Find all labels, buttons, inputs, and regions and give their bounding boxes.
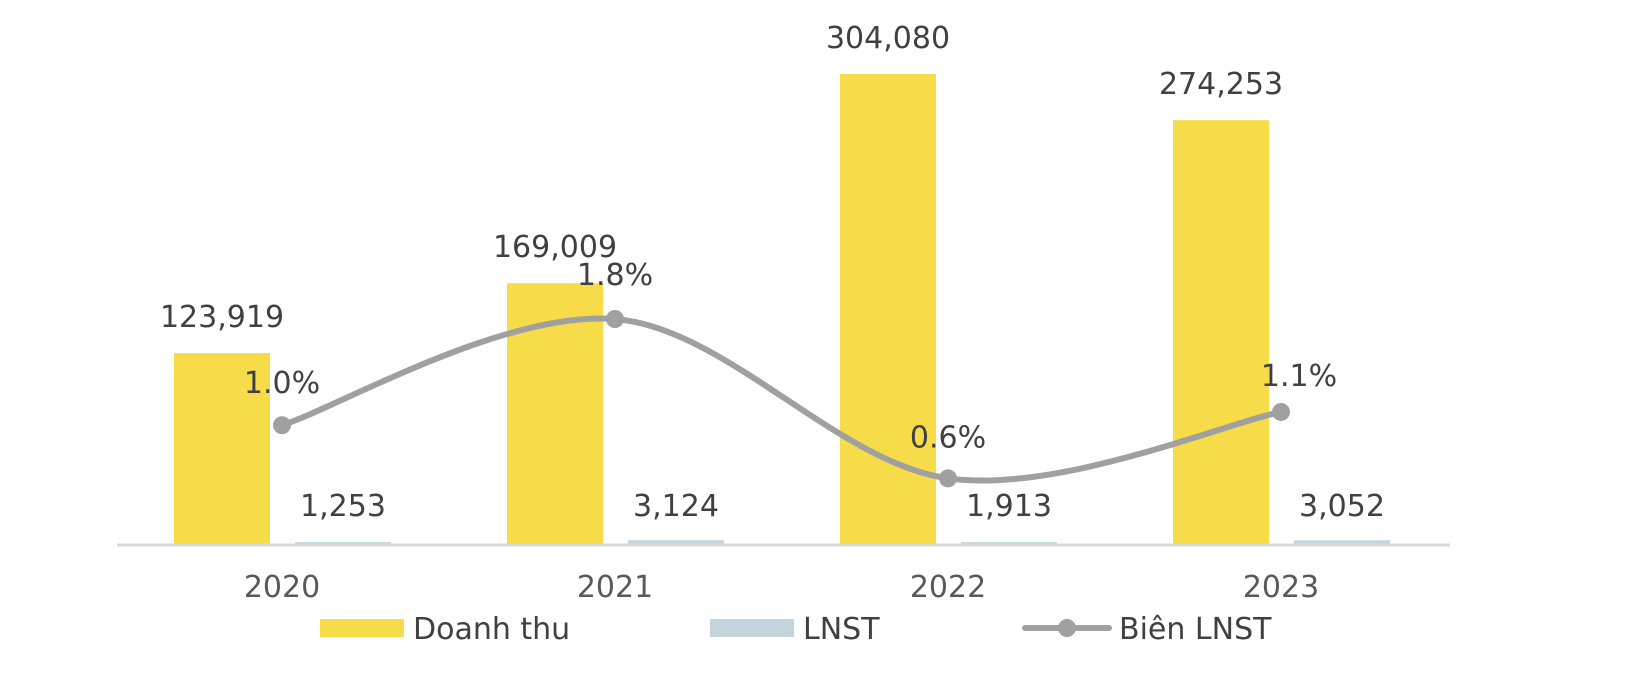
data-label-bien-lnst-2023: 1.1% [1261,359,1337,394]
data-label-doanh-thu-2023: 274,253 [1159,67,1283,102]
legend-swatch-lnst [710,619,794,637]
margin-point-2020 [273,416,291,435]
bar-doanh-thu-2022 [840,74,936,545]
bar-lnst-2021 [628,540,724,545]
legend-label-bien-lnst: Biên LNST [1119,612,1272,647]
margin-point-2022 [939,469,957,488]
data-label-layer: 123,919 1,253 169,009 3,124 304,080 1,913 274,… [160,21,1385,524]
legend-label-doanh-thu: Doanh thu [413,612,570,647]
data-label-lnst-2020: 1,253 [300,489,386,524]
bar-doanh-thu-2023 [1173,120,1269,545]
x-tick-label-2020: 2020 [244,570,320,605]
bar-doanh-thu-2020 [174,353,270,545]
legend-label-lnst: LNST [803,612,880,647]
bar-layer [174,74,1390,545]
data-label-lnst-2022: 1,913 [966,489,1052,524]
data-label-doanh-thu-2021: 169,009 [493,230,617,265]
x-tick-label-2021: 2021 [577,570,653,605]
x-tick-layer: 2020 2021 2022 2023 [244,570,1319,605]
bar-lnst-2023 [1294,540,1390,545]
data-label-doanh-thu-2022: 304,080 [826,21,950,56]
legend: Doanh thu LNST Biên LNST [320,612,1272,647]
x-tick-label-2023: 2023 [1243,570,1319,605]
data-label-lnst-2023: 3,052 [1299,489,1385,524]
data-label-lnst-2021: 3,124 [633,489,719,524]
legend-marker-bien-lnst [1058,619,1076,637]
x-tick-label-2022: 2022 [910,570,986,605]
margin-line [279,315,1284,484]
legend-swatch-doanh-thu [320,619,404,637]
data-label-doanh-thu-2020: 123,919 [160,300,284,335]
margin-point-2023 [1272,402,1290,421]
margin-point-2021 [606,310,624,328]
margin-point-layer [273,310,1290,488]
data-label-bien-lnst-2022: 0.6% [910,420,986,455]
data-label-bien-lnst-2020: 1.0% [244,366,320,401]
data-label-bien-lnst-2021: 1.8% [577,258,653,293]
